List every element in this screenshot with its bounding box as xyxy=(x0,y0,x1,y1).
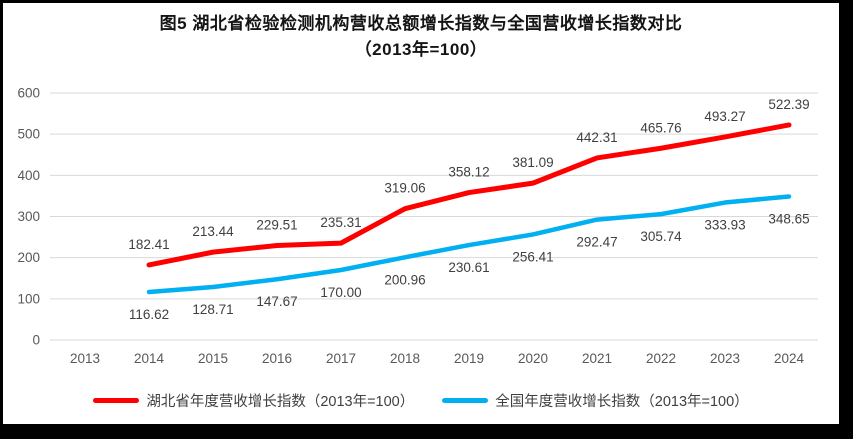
data-label: 170.00 xyxy=(320,285,361,300)
data-label: 116.62 xyxy=(129,307,169,322)
data-label: 358.12 xyxy=(448,165,489,180)
y-tick-label: 500 xyxy=(17,127,40,142)
legend-label-national: 全国年度营收增长指数（2013年=100） xyxy=(495,394,749,410)
chart-title: 图5 湖北省检验检测机构营收总额增长指数与全国营收增长指数对比 （2013年=1… xyxy=(3,11,839,64)
series-line-hubei xyxy=(146,122,792,268)
x-tick-label: 2013 xyxy=(70,351,100,366)
x-tick-label: 2021 xyxy=(582,351,612,366)
legend-swatch-hubei-icon xyxy=(93,398,140,403)
x-axis-tick-labels: 2013 2014 2015 2016 2017 2018 2019 2020 2021 2022… xyxy=(70,351,805,366)
x-tick-label: 2023 xyxy=(710,351,740,366)
data-labels-hubei: 182.41 213.44 229.51 235.31 319.06 358.12 381.… xyxy=(128,97,809,252)
data-label: 128.71 xyxy=(192,302,233,317)
chart-title-line1: 图5 湖北省检验检测机构营收总额增长指数与全国营收增长指数对比 xyxy=(159,14,683,33)
y-tick-label: 400 xyxy=(17,168,40,183)
data-label: 305.74 xyxy=(640,229,682,244)
data-label: 147.67 xyxy=(256,294,297,309)
y-tick-label: 300 xyxy=(17,209,40,224)
series-line-national xyxy=(146,194,792,295)
x-tick-label: 2019 xyxy=(454,351,484,366)
y-tick-label: 600 xyxy=(17,86,40,101)
data-labels-national: 116.62 128.71 147.67 170.00 200.96 230.61 256.… xyxy=(129,211,810,322)
data-label: 230.61 xyxy=(448,260,489,275)
data-label: 182.41 xyxy=(128,237,169,252)
legend-swatch-national-icon xyxy=(442,398,489,403)
chart-legend: 湖北省年度营收增长指数（2013年=100） 全国年度营收增长指数（2013年=… xyxy=(3,390,839,411)
data-label: 381.09 xyxy=(512,155,553,170)
data-label: 213.44 xyxy=(192,224,234,239)
y-tick-label: 200 xyxy=(17,250,40,265)
legend-label-hubei: 湖北省年度营收增长指数（2013年=100） xyxy=(146,394,415,410)
data-label: 256.41 xyxy=(512,249,553,264)
data-label: 493.27 xyxy=(704,109,745,124)
x-tick-label: 2016 xyxy=(262,351,292,366)
data-label: 465.76 xyxy=(640,120,681,135)
data-label: 442.31 xyxy=(576,130,617,145)
chart-title-line2: （2013年=100） xyxy=(354,40,488,60)
x-tick-label: 2015 xyxy=(198,351,228,366)
gridlines xyxy=(50,92,818,341)
x-tick-label: 2018 xyxy=(390,351,420,366)
y-tick-label: 100 xyxy=(17,291,40,306)
data-label: 522.39 xyxy=(768,97,809,112)
legend-item-national: 全国年度营收增长指数（2013年=100） xyxy=(442,390,749,411)
data-label: 229.51 xyxy=(256,218,297,233)
x-tick-label: 2017 xyxy=(326,351,356,366)
data-label: 319.06 xyxy=(384,181,425,196)
data-label: 235.31 xyxy=(320,215,361,230)
y-axis-tick-labels: 0 100 200 300 400 500 600 xyxy=(17,86,40,348)
x-tick-label: 2024 xyxy=(774,351,805,366)
data-label: 348.65 xyxy=(768,211,809,226)
chart-canvas: 图5 湖北省检验检测机构营收总额增长指数与全国营收增长指数对比 （2013年=1… xyxy=(3,3,839,424)
legend-item-hubei: 湖北省年度营收增长指数（2013年=100） xyxy=(93,390,414,411)
data-label: 333.93 xyxy=(704,218,745,233)
y-tick-label: 0 xyxy=(32,333,40,348)
x-tick-label: 2014 xyxy=(134,351,165,366)
x-tick-label: 2020 xyxy=(518,351,548,366)
data-label: 292.47 xyxy=(576,235,617,250)
data-label: 200.96 xyxy=(384,272,425,287)
x-tick-label: 2022 xyxy=(646,351,676,366)
